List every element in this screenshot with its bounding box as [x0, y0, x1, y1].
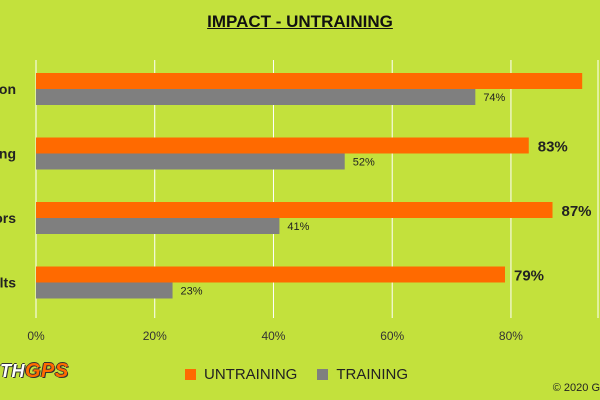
data-label-untraining: 79% — [514, 268, 544, 285]
bar-untraining — [36, 73, 583, 89]
x-tick-label: 80% — [499, 329, 523, 343]
chart-title: IMPACT - UNTRAINING — [207, 12, 393, 31]
x-tick-label: 0% — [27, 329, 45, 343]
copyright-text: © 2020 G — [552, 382, 600, 394]
data-label-untraining: 87% — [562, 203, 592, 220]
category-label: ors — [0, 210, 16, 226]
bar-untraining — [36, 266, 506, 283]
bar-untraining — [36, 137, 529, 154]
legend: UNTRAINING TRAINING — [185, 366, 408, 383]
logo-text-a: TH — [0, 361, 25, 381]
data-label-untraining: 83% — [538, 139, 568, 156]
category-label: ng — [0, 146, 16, 162]
data-label-training: 52% — [353, 157, 375, 169]
brand-logo: THGPS — [0, 360, 69, 383]
legend-swatch-untraining — [185, 369, 196, 380]
x-tick-label: 40% — [261, 329, 285, 343]
legend-item-untraining: UNTRAINING — [185, 366, 297, 383]
category-label: lts — [0, 275, 16, 291]
category-label: on — [0, 81, 16, 97]
legend-swatch-training — [317, 369, 329, 380]
x-tick-label: 20% — [143, 329, 167, 343]
bar-untraining — [36, 202, 553, 218]
bar-training — [36, 218, 280, 234]
x-tick-label: 60% — [380, 329, 404, 343]
data-label-training: 74% — [483, 92, 505, 104]
bar-training — [36, 89, 476, 105]
legend-label-untraining: UNTRAINING — [204, 366, 298, 383]
bar-training — [36, 153, 345, 170]
data-label-training: 23% — [181, 286, 203, 298]
legend-label-training: TRAINING — [336, 366, 409, 383]
data-label-training: 41% — [287, 221, 309, 233]
logo-text-b: GPS — [25, 360, 69, 382]
legend-item-training: TRAINING — [317, 366, 408, 383]
bar-training — [36, 282, 173, 299]
